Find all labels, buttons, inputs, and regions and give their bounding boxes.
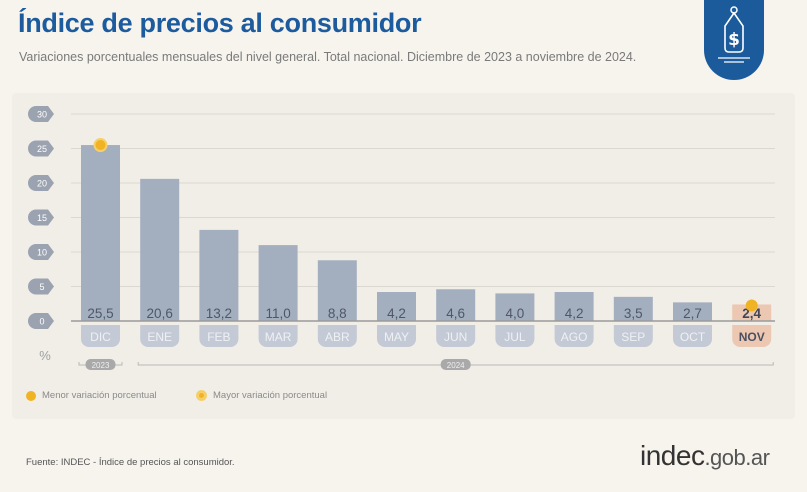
month-pill [81, 325, 120, 347]
year-label: 2024 [447, 361, 465, 370]
month-pill [199, 325, 239, 347]
legend-min-label: Menor variación porcentual [42, 390, 157, 401]
value-label: 4,2 [387, 306, 406, 321]
y-tick-bubble [28, 106, 54, 122]
y-tick-bubble [28, 140, 54, 157]
svg-text:$: $ [728, 30, 740, 50]
logo-main: indec [640, 440, 705, 471]
month-label: DIC [90, 330, 111, 344]
y-tick-label: 30 [37, 110, 47, 120]
bar-abr [317, 260, 357, 321]
value-label: 13,2 [206, 306, 232, 321]
bar-ene [140, 178, 180, 321]
max-marker-icon [196, 390, 207, 401]
bar-feb [199, 229, 239, 321]
value-label: 2,7 [683, 306, 702, 321]
bar-may [377, 292, 416, 321]
month-label: ABR [325, 330, 350, 344]
bar-ago [554, 292, 594, 321]
month-pill [436, 325, 476, 347]
year-pill [85, 359, 116, 370]
bar-mar [258, 245, 298, 321]
month-pill [613, 325, 653, 347]
value-label: 25,5 [87, 306, 113, 321]
month-pill [317, 325, 357, 347]
year-label: 2023 [92, 361, 110, 370]
page-subtitle: Variaciones porcentuales mensuales del n… [19, 50, 637, 64]
y-tick-label: 10 [37, 248, 47, 258]
y-tick-label: 5 [39, 282, 44, 292]
value-label: 11,0 [265, 306, 290, 321]
month-pill [258, 325, 298, 347]
month-pill [554, 325, 594, 347]
y-tick-label: 25 [37, 144, 47, 154]
y-tick-label: 20 [37, 179, 47, 189]
month-label: NOV [739, 330, 765, 344]
y-tick-bubble [28, 175, 54, 191]
min-marker-icon [26, 390, 36, 401]
y-tick-label: 15 [37, 213, 47, 223]
month-label: JUN [444, 330, 467, 344]
value-label: 4,0 [506, 306, 525, 321]
value-label: 3,5 [624, 306, 643, 321]
logo-suffix: .gob.ar [704, 445, 770, 470]
legend-min: Menor variación porcentual [26, 390, 157, 401]
bar-dic [81, 145, 120, 321]
month-pill [495, 325, 535, 347]
y-tick-label: 0 [39, 317, 44, 327]
page-title: Índice de precios al consumidor [18, 8, 422, 38]
bar-jul [495, 293, 535, 321]
value-label: 2,4 [742, 306, 761, 321]
month-label: AGO [561, 330, 588, 344]
month-label: OCT [680, 330, 706, 344]
value-label: 4,6 [446, 306, 465, 321]
month-label: MAR [265, 330, 292, 344]
source-note: Fuente: INDEC - Índice de precios al con… [26, 457, 235, 468]
month-label: MAY [384, 330, 409, 344]
min-marker [745, 299, 758, 312]
max-marker [93, 138, 108, 153]
y-axis-unit: % [39, 348, 51, 363]
month-pill [673, 325, 712, 347]
month-label: FEB [207, 330, 230, 344]
bar-oct [673, 302, 712, 321]
month-pill [377, 325, 416, 347]
bar-nov [732, 304, 772, 321]
month-pill [140, 325, 180, 347]
month-label: JUL [504, 330, 526, 344]
month-label: SEP [621, 330, 645, 344]
y-tick-bubble [28, 209, 54, 226]
y-tick-bubble [28, 244, 54, 260]
year-pill [440, 359, 471, 370]
value-label: 20,6 [147, 306, 173, 321]
bar-jun [436, 289, 476, 321]
value-label: 4,2 [565, 306, 584, 321]
legend-max-label: Mayor variación porcentual [213, 390, 328, 401]
indec-logo: indec.gob.ar [640, 440, 770, 472]
bar-sep [613, 296, 653, 321]
price-tag-dollar-icon: $ [704, 0, 764, 80]
month-pill [732, 325, 772, 347]
month-label: ENE [147, 330, 172, 344]
legend-max: Mayor variación porcentual [196, 390, 327, 401]
y-tick-bubble [28, 313, 54, 329]
value-label: 8,8 [328, 306, 347, 321]
y-tick-bubble [28, 278, 54, 295]
